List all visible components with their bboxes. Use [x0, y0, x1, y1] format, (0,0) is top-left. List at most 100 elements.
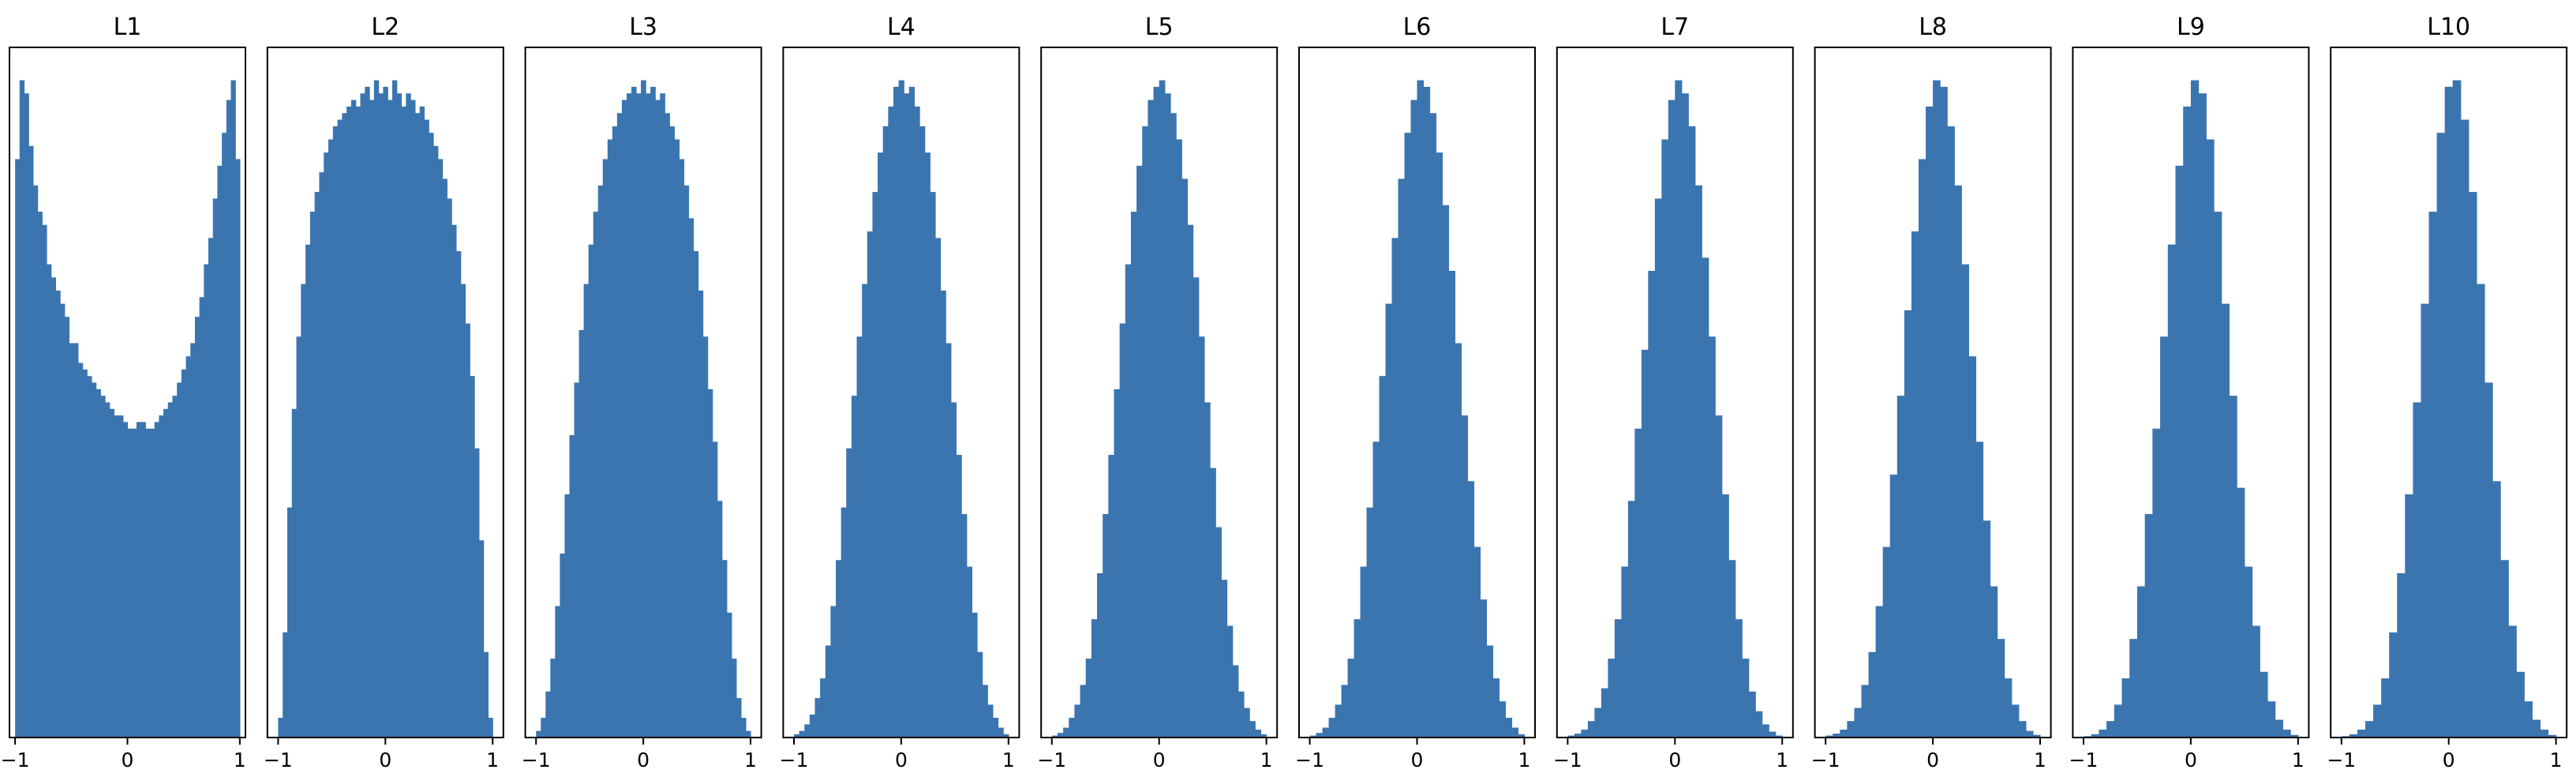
histogram-bar: [122, 422, 129, 738]
histogram-bar: [1990, 586, 1998, 738]
histogram-bar: [60, 303, 66, 738]
histogram-bar: [105, 402, 110, 738]
panel-title: L3: [629, 13, 657, 41]
x-tick-label: −1: [1811, 749, 1840, 771]
histogram-bar: [830, 606, 837, 738]
histogram-bar: [226, 99, 232, 738]
histogram-bar: [836, 560, 842, 738]
histogram-bar: [693, 251, 699, 738]
histogram-bar: [1918, 159, 1926, 738]
histogram-bar: [2229, 396, 2237, 738]
histogram-bar: [2190, 80, 2200, 738]
histogram-bar: [2160, 336, 2169, 738]
histogram-bar: [898, 80, 904, 738]
histogram-bar: [1153, 86, 1160, 738]
panel-l9: L9 −1 0 1: [2069, 13, 2310, 771]
histogram-bar: [1119, 323, 1126, 738]
histogram-bar: [460, 283, 466, 738]
histogram-bar: [1742, 659, 1750, 738]
panel-l4: L4 −1 0 1: [780, 13, 1020, 771]
histogram-bar: [100, 396, 106, 738]
histogram-bar: [1309, 735, 1317, 738]
x-tick-label: 1: [234, 749, 246, 771]
histogram-bar: [208, 238, 214, 738]
histogram-bar: [127, 428, 133, 738]
histogram-bar: [2129, 639, 2138, 738]
histogram-bar: [1882, 546, 1891, 738]
histogram-bar: [1164, 93, 1171, 738]
histogram-bar: [1130, 212, 1137, 738]
histogram-bar: [291, 408, 298, 738]
histogram-bar: [1417, 80, 1425, 738]
histogram-bar: [465, 323, 470, 738]
histogram-bar: [42, 224, 47, 738]
histogram-bar: [2011, 704, 2020, 738]
histogram-bar: [569, 435, 575, 738]
histogram-bar: [1840, 730, 1848, 738]
histogram-bar: [2357, 730, 2366, 738]
histogram-bar: [669, 126, 675, 738]
histogram-bar: [301, 283, 306, 738]
histogram-bar: [2381, 678, 2390, 738]
histogram-bar: [1688, 126, 1696, 738]
histogram-bar: [1051, 735, 1058, 738]
histogram-bar: [1648, 271, 1656, 738]
histogram-bar: [2260, 671, 2268, 738]
histogram-bar: [1721, 494, 1729, 738]
histogram-bar: [373, 80, 380, 738]
histogram-bar: [1668, 99, 1676, 738]
histogram-bar: [1069, 718, 1075, 738]
histogram-bar: [1244, 708, 1250, 738]
histogram-bar: [1410, 99, 1418, 738]
histogram-bar: [1492, 678, 1500, 738]
histogram-bar: [2018, 721, 2027, 738]
histogram-bar: [2364, 721, 2374, 738]
histogram-bar: [1875, 606, 1884, 738]
histogram-bar: [337, 119, 343, 738]
histogram-bar: [154, 422, 159, 738]
histogram-bar: [882, 126, 889, 738]
histogram-bar: [447, 198, 452, 738]
histogram-bar: [91, 382, 97, 738]
histogram-bar: [1694, 185, 1702, 738]
x-tick-label: −1: [780, 749, 809, 771]
histogram-bar: [2532, 719, 2541, 738]
histogram-bar: [560, 553, 566, 738]
histogram-bar: [2275, 719, 2283, 738]
panel-l2: L2 −1 0 1: [264, 13, 504, 771]
histogram-bar: [1904, 310, 1912, 738]
histogram-bar: [736, 698, 742, 738]
x-tick-label: −1: [2327, 749, 2356, 771]
histogram-bar: [1621, 566, 1629, 738]
histogram-bar: [350, 99, 357, 738]
histogram-bar: [2290, 734, 2299, 738]
histogram-bar: [1480, 599, 1488, 738]
histogram-bar: [1461, 415, 1469, 738]
histogram-bar: [1255, 730, 1262, 738]
x-tick-label: −1: [1037, 749, 1066, 771]
histogram-bar: [679, 159, 685, 738]
histogram-bar: [1581, 730, 1589, 738]
x-tick-label: 0: [895, 749, 908, 771]
histogram-bar: [820, 678, 826, 738]
histogram-bar: [1404, 133, 1412, 738]
histogram-bar: [1080, 685, 1087, 738]
histogram-bar: [2500, 560, 2509, 738]
histogram-bar: [555, 606, 560, 738]
histogram-bar: [328, 139, 334, 738]
histogram-bar: [702, 336, 709, 738]
x-tick-label: 0: [1411, 749, 1424, 771]
histogram-bar: [1181, 178, 1189, 738]
histogram-bar: [1114, 388, 1121, 738]
histogram-bar: [319, 172, 324, 738]
histogram-bar: [32, 185, 39, 738]
histogram-bar: [190, 343, 196, 738]
histogram-bar: [1601, 688, 1608, 738]
histogram-bar: [1187, 224, 1194, 738]
histogram-bar: [966, 566, 972, 738]
histogram-bar: [278, 718, 283, 738]
histogram-bar: [2032, 734, 2041, 738]
histogram-bar: [1735, 619, 1743, 738]
histogram-bar: [2413, 402, 2422, 738]
histogram-bar: [360, 93, 365, 738]
